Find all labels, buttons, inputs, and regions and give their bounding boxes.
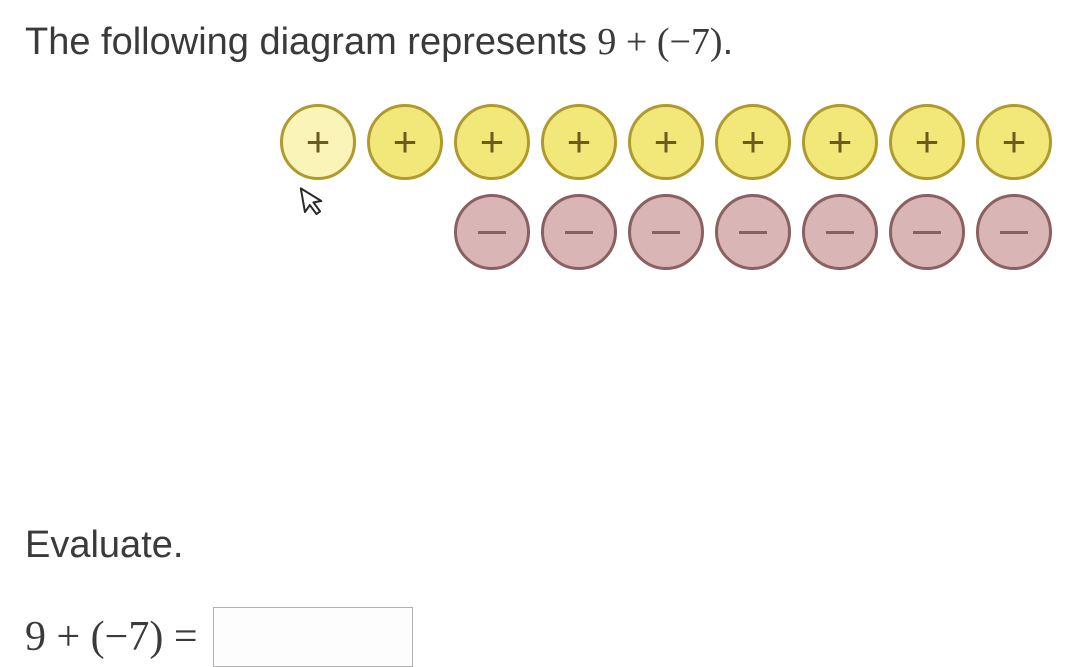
- positive-counter: +: [628, 104, 704, 180]
- negative-counter: [541, 194, 617, 270]
- prompt-expression: 9 + (−7): [597, 21, 722, 63]
- equation-lhs: 9 + (−7) =: [25, 613, 198, 661]
- prompt-text: The following diagram represents 9 + (−7…: [25, 20, 1065, 64]
- minus-icon: [1000, 231, 1028, 234]
- answer-line: 9 + (−7) =: [25, 607, 1065, 667]
- positive-row: +++++++++: [280, 104, 1052, 180]
- negative-counter: [802, 194, 878, 270]
- negative-counter: [628, 194, 704, 270]
- negative-row: [454, 194, 1052, 270]
- positive-counter: +: [541, 104, 617, 180]
- positive-counter: +: [715, 104, 791, 180]
- negative-counter: [889, 194, 965, 270]
- negative-counter: [976, 194, 1052, 270]
- counter-diagram: +++++++++: [280, 104, 1065, 304]
- positive-counter: +: [976, 104, 1052, 180]
- minus-icon: [652, 231, 680, 234]
- minus-icon: [565, 231, 593, 234]
- prompt-suffix: .: [723, 21, 734, 63]
- positive-counter: +: [367, 104, 443, 180]
- positive-counter: +: [454, 104, 530, 180]
- positive-counter: +: [802, 104, 878, 180]
- positive-counter: +: [889, 104, 965, 180]
- minus-icon: [739, 231, 767, 234]
- positive-counter: +: [280, 104, 356, 180]
- minus-icon: [478, 231, 506, 234]
- minus-icon: [826, 231, 854, 234]
- answer-input[interactable]: [213, 607, 413, 667]
- prompt-prefix: The following diagram represents: [25, 21, 597, 63]
- minus-icon: [913, 231, 941, 234]
- evaluate-label: Evaluate.: [25, 524, 1065, 567]
- negative-counter: [715, 194, 791, 270]
- cursor-icon: [298, 182, 333, 229]
- negative-counter: [454, 194, 530, 270]
